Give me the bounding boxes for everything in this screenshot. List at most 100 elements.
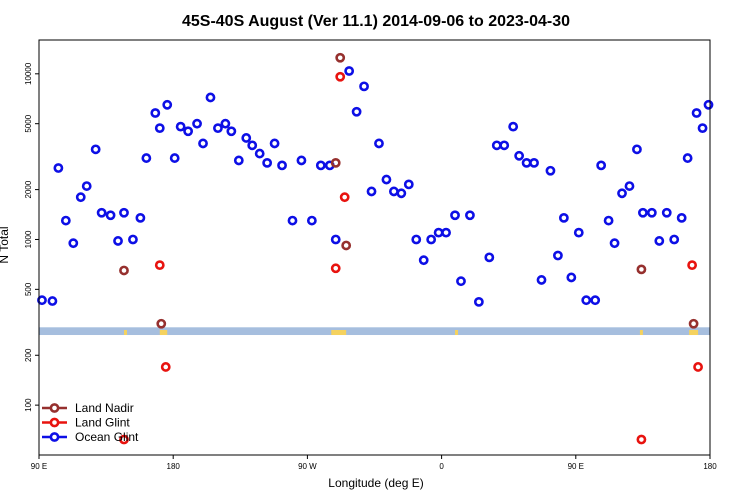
ocean-glint-point [128,234,138,245]
ocean-glint-point [433,227,444,238]
land-band-highlight [123,330,127,336]
y-tick-label: 2000 [24,180,33,198]
ocean-glint-point [529,157,539,168]
ocean-glint-point [450,210,460,221]
land-band-bar [39,327,710,336]
ocean-glint-point [682,153,693,163]
x-axis: 90 E 180 90 W 0 90 E 180 [31,455,717,471]
ocean-glint-point [154,123,165,134]
ocean-glint-point [566,272,577,283]
land-band-highlight [331,330,347,336]
land-nadir-point [119,265,129,276]
ocean-glint-point [558,212,569,223]
ocean-glint-point [465,210,475,221]
ocean-glint-point [351,106,362,117]
land-band-highlight [455,330,459,336]
land-glint-point [330,263,341,274]
ocean-glint-point [296,155,307,166]
land-nadir-point [688,318,699,329]
land-band [39,327,710,336]
ocean-glint-point [213,123,223,134]
ocean-glint-point [220,118,231,129]
ocean-glint-point [247,140,258,151]
legend-marker-land-glint [49,417,60,428]
land-glint-point [119,434,129,445]
ocean-glint-point [75,192,86,203]
plot-frame [38,39,711,456]
y-tick-label: 500 [24,282,33,296]
ocean-glint-point [632,144,642,155]
legend-label-ocean-glint: Ocean Glint [75,430,139,444]
ocean-glint-point [262,157,273,168]
ocean-glint-point [60,215,71,226]
x-tick-label: 180 [703,462,717,471]
ocean-glint-point [654,236,665,246]
ocean-glint-point [306,215,317,226]
ocean-glint-point [90,144,101,155]
ocean-glint-point [53,163,64,173]
ocean-glint-point [135,212,146,223]
ocean-glint-point [545,165,556,176]
chart-title: 45S-40S August (Ver 11.1) 2014-09-06 to … [182,13,570,30]
land-glint-point [636,434,647,445]
ocean-glint-point [162,99,173,110]
land-glint-point [339,192,350,203]
land-glint-point [335,71,346,82]
ocean-glint-point [105,210,116,221]
legend-label-land-glint: Land Glint [75,416,130,430]
ocean-glint-point [624,181,635,191]
y-tick-label: 5000 [24,114,33,132]
ocean-glint-point [254,148,265,159]
legend-marker-ocean-glint [49,432,60,442]
ocean-glint-point [37,295,47,306]
ocean-glint-point [581,295,592,306]
ocean-glint-point [553,250,563,261]
ocean-glint-point [47,296,58,306]
legend-label-land-nadir: Land Nadir [75,401,134,415]
ocean-glint-point [426,234,437,245]
ocean-glint-point [617,188,627,199]
ocean-glint-point [491,140,502,151]
ocean-glint-point [590,295,601,306]
ocean-glint-point [113,236,123,246]
ocean-glint-point [233,155,244,166]
ocean-glint-point [315,160,326,171]
land-glint-point [160,362,171,372]
x-tick-label: 0 [439,462,444,471]
ocean-glint-point [198,138,208,149]
ocean-glint-point [81,181,92,191]
ocean-glint-point [499,140,510,151]
ocean-glint-point [241,133,252,143]
land-band-highlight [689,330,699,336]
x-tick-label: 90 E [568,462,584,471]
y-tick-label: 100 [24,398,33,412]
land-nadir-point [156,318,167,329]
y-axis: 100 200 500 1000 2000 5000 10000 [24,62,39,412]
ocean-glint-point [175,121,186,132]
ocean-glint-point [388,186,399,197]
ocean-glint-point [536,275,547,285]
x-tick-label: 90 E [31,462,47,471]
ocean-glint-point [473,296,484,307]
ocean-glint-point [396,188,407,199]
ocean-glint-point [691,108,702,118]
ocean-glint-point [456,276,466,287]
ocean-glint-point [277,160,287,171]
land-nadir-point [330,157,341,168]
ocean-glint-point [381,174,392,185]
y-tick-label: 1000 [24,230,33,248]
ocean-glint-point [676,212,687,223]
land-nadir-point [341,240,352,251]
y-axis-label: N Total [0,226,11,263]
ocean-glint-point [669,234,680,245]
ocean-glint-point [514,150,525,161]
ocean-glint-point [521,157,532,168]
ocean-glint-point [484,252,495,263]
ocean-glint-point [703,99,714,110]
ocean-glint-point [403,179,414,190]
ocean-glint-point [150,108,161,118]
ocean-glint-point [359,81,369,92]
ocean-glint-point [661,207,672,218]
land-band-highlight [159,330,168,336]
